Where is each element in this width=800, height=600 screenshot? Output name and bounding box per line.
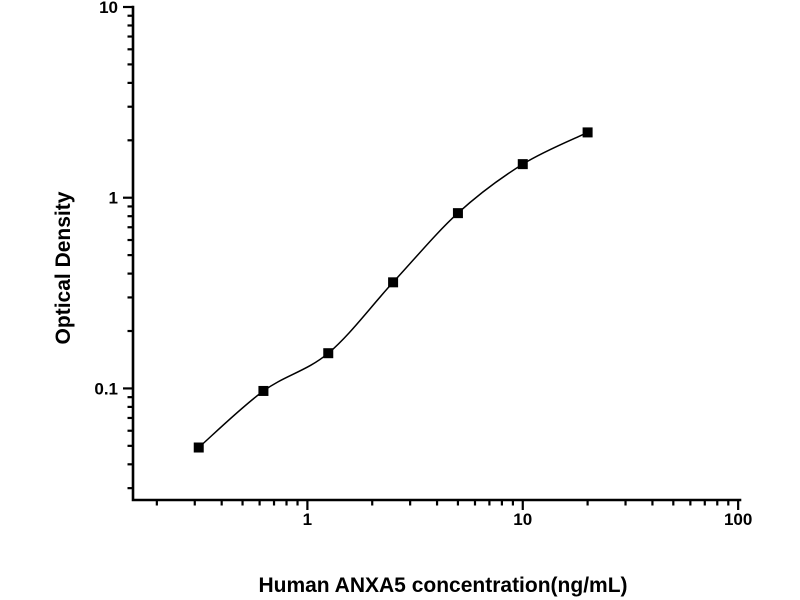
- x-tick-label: 1: [303, 510, 312, 529]
- y-tick-label: 1: [109, 189, 118, 208]
- fit-curve: [198, 131, 588, 449]
- data-point-marker: [517, 159, 528, 170]
- data-point-marker: [452, 208, 463, 219]
- axes: 1 10 100 0.1 1 10: [94, 0, 752, 529]
- x-tick-label: 10: [513, 510, 532, 529]
- x-axis-title: Human ANXA5 concentration(ng/mL): [258, 574, 627, 597]
- y-tick-label: 0.1: [94, 379, 118, 398]
- axis-spines: [131, 5, 742, 502]
- curve-and-points: [193, 127, 593, 453]
- data-point-marker: [388, 277, 399, 288]
- y-axis-title: Optical Density: [52, 191, 75, 344]
- data-point-marker: [323, 348, 334, 359]
- data-point-marker: [193, 442, 204, 453]
- x-tick-label: 100: [724, 510, 752, 529]
- data-point-marker: [582, 127, 593, 138]
- y-tick-label: 10: [99, 0, 118, 17]
- data-point-marker: [258, 385, 269, 396]
